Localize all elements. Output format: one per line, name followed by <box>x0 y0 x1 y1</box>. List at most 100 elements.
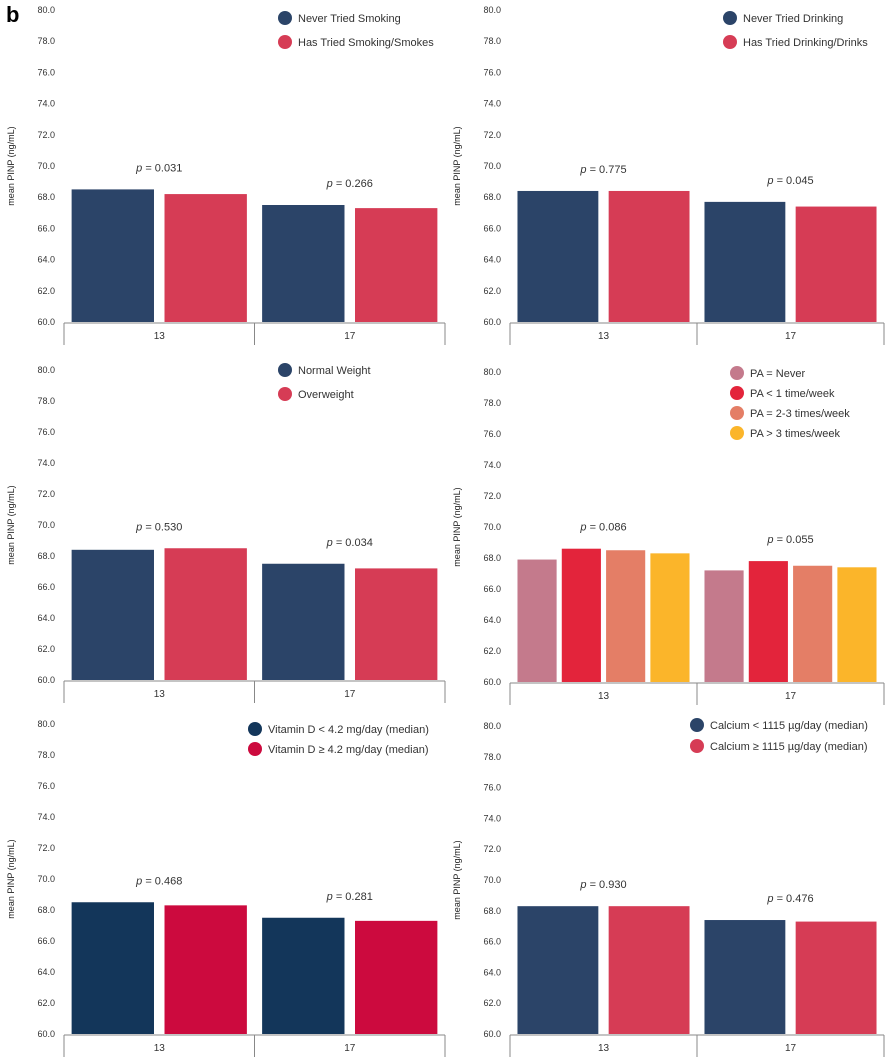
x-tick-label: 13 <box>598 331 610 342</box>
y-tick-label: 64.0 <box>483 967 501 977</box>
y-tick-label: 62.0 <box>37 286 55 296</box>
bar <box>262 205 345 322</box>
legend-swatch <box>690 718 704 732</box>
x-tick-label: 13 <box>598 691 610 702</box>
y-tick-label: 60.0 <box>37 1029 55 1039</box>
y-tick-label: 74.0 <box>37 99 55 109</box>
bar <box>795 921 877 1034</box>
x-tick-label: 17 <box>785 1043 797 1054</box>
bar <box>608 906 690 1034</box>
y-tick-label: 66.0 <box>37 223 55 233</box>
y-tick-label: 64.0 <box>483 615 501 625</box>
y-tick-label: 76.0 <box>483 783 501 793</box>
chart-1: 60.0 62.0 64.0 66.0 68.0 70.0 72.0 74.0 76.0 78.0… <box>6 5 446 345</box>
bar <box>164 905 247 1034</box>
legend-swatch <box>690 739 704 753</box>
bar <box>748 561 788 682</box>
y-tick-label: 76.0 <box>483 67 501 77</box>
legend-entry: PA > 3 times/week <box>750 428 840 440</box>
legend-entry: Calcium < 1115 µg/day (median) <box>710 720 868 732</box>
y-tick-label: 72.0 <box>37 130 55 140</box>
y-tick-label: 60.0 <box>483 1029 501 1039</box>
y-tick-label: 60.0 <box>37 675 55 685</box>
y-axis-label: mean PINP (ng/mL) <box>452 126 462 205</box>
bar <box>608 190 690 322</box>
bar <box>793 565 833 682</box>
bar <box>517 190 599 322</box>
y-tick-label: 70.0 <box>483 161 501 171</box>
y-tick-label: 68.0 <box>483 906 501 916</box>
chart-2: 60.0 62.0 64.0 66.0 68.0 70.0 72.0 74.0 76.0 78.0… <box>452 5 885 345</box>
x-tick-label: 13 <box>154 689 166 700</box>
y-tick-label: 78.0 <box>483 36 501 46</box>
bar <box>355 208 438 322</box>
x-tick-label: 13 <box>154 331 166 342</box>
y-tick-label: 68.0 <box>483 192 501 202</box>
y-axis-label: mean PINP (ng/mL) <box>452 487 462 566</box>
legend-swatch <box>278 11 292 25</box>
bar <box>71 549 154 680</box>
bar <box>164 548 247 680</box>
x-tick-label: 13 <box>154 1043 166 1054</box>
legend-swatch <box>723 11 737 25</box>
y-axis-label: mean PINP (ng/mL) <box>6 839 16 918</box>
y-tick-label: 78.0 <box>483 752 501 762</box>
y-tick-label: 66.0 <box>483 584 501 594</box>
bar <box>704 920 786 1034</box>
bar <box>517 906 599 1034</box>
y-tick-label: 76.0 <box>37 67 55 77</box>
y-tick-label: 76.0 <box>37 427 55 437</box>
legend-swatch <box>278 35 292 49</box>
y-tick-label: 62.0 <box>483 998 501 1008</box>
p-value-annotation: p = 0.055 <box>766 534 813 546</box>
y-tick-label: 78.0 <box>37 750 55 760</box>
x-tick-label: 17 <box>344 689 356 700</box>
y-tick-label: 80.0 <box>37 365 55 375</box>
legend-entry: Has Tried Drinking/Drinks <box>743 37 868 49</box>
y-tick-label: 68.0 <box>483 553 501 563</box>
legend-entry: PA = Never <box>750 368 805 380</box>
legend-entry: Vitamin D < 4.2 mg/day (median) <box>268 724 429 736</box>
y-tick-label: 70.0 <box>483 875 501 885</box>
chart-6: 60.0 62.0 64.0 66.0 68.0 70.0 72.0 74.0 76.0 78.0… <box>452 718 885 1057</box>
y-tick-label: 76.0 <box>37 781 55 791</box>
y-tick-label: 72.0 <box>37 489 55 499</box>
y-tick-label: 64.0 <box>37 255 55 265</box>
x-tick-label: 17 <box>785 691 797 702</box>
y-tick-label: 60.0 <box>483 317 501 327</box>
legend-entry: Normal Weight <box>298 365 371 377</box>
bar <box>71 189 154 322</box>
legend-swatch <box>730 406 744 420</box>
y-tick-label: 70.0 <box>37 874 55 884</box>
legend-swatch <box>278 387 292 401</box>
bar <box>262 917 345 1034</box>
y-tick-label: 80.0 <box>483 367 501 377</box>
bar <box>71 902 154 1034</box>
y-tick-label: 66.0 <box>37 582 55 592</box>
y-tick-label: 72.0 <box>483 130 501 140</box>
y-tick-label: 74.0 <box>483 813 501 823</box>
y-axis-label: mean PINP (ng/mL) <box>452 840 462 919</box>
p-value-annotation: p = 0.775 <box>579 164 626 176</box>
y-tick-label: 78.0 <box>37 36 55 46</box>
y-tick-label: 64.0 <box>37 613 55 623</box>
x-tick-label: 13 <box>598 1043 610 1054</box>
bar <box>355 568 438 680</box>
y-tick-label: 68.0 <box>37 192 55 202</box>
y-tick-label: 70.0 <box>37 161 55 171</box>
chart-5: 60.0 62.0 64.0 66.0 68.0 70.0 72.0 74.0 76.0 78.0… <box>6 719 446 1057</box>
legend-entry: Has Tried Smoking/Smokes <box>298 37 434 49</box>
p-value-annotation: p = 0.266 <box>326 178 373 190</box>
y-tick-label: 74.0 <box>37 812 55 822</box>
y-tick-label: 72.0 <box>37 843 55 853</box>
y-axis-label: mean PINP (ng/mL) <box>6 485 16 564</box>
legend-swatch <box>730 426 744 440</box>
y-tick-label: 80.0 <box>483 721 501 731</box>
p-value-annotation: p = 0.930 <box>579 879 626 891</box>
p-value-annotation: p = 0.530 <box>135 521 182 533</box>
panel-label: b <box>6 2 20 27</box>
y-tick-label: 78.0 <box>37 396 55 406</box>
chart-4: 60.0 62.0 64.0 66.0 68.0 70.0 72.0 74.0 76.0 78.0… <box>452 366 885 705</box>
y-tick-label: 64.0 <box>37 967 55 977</box>
bar <box>262 563 345 680</box>
